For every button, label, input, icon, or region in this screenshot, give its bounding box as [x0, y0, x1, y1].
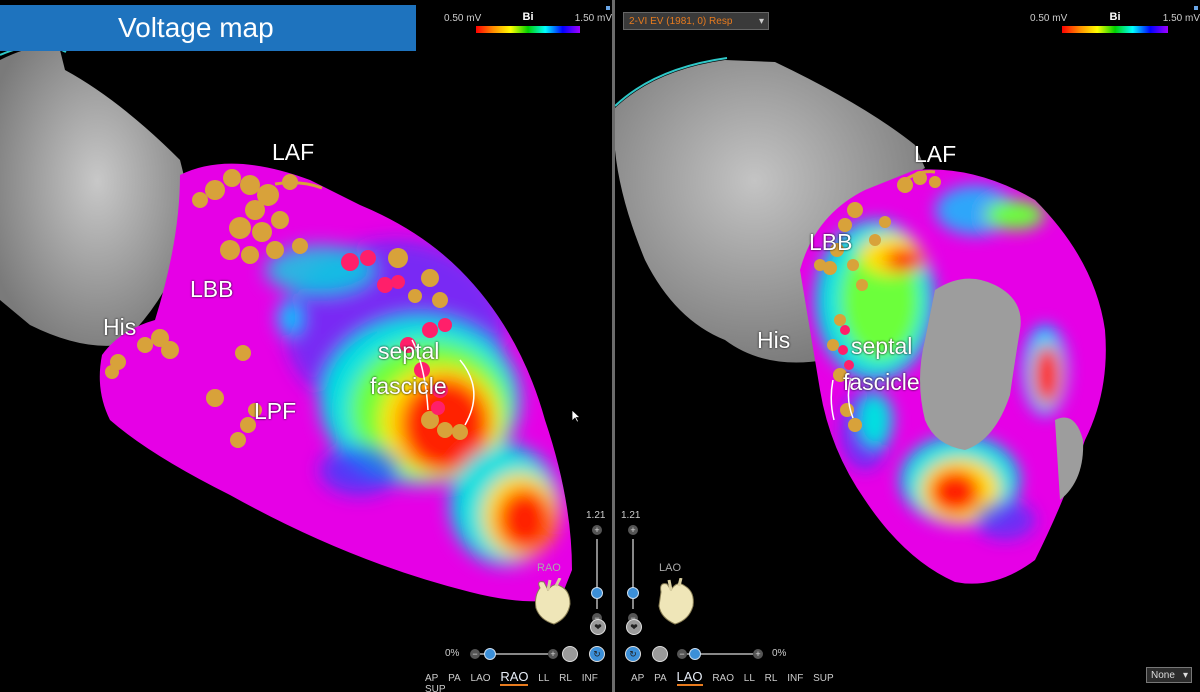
zoom-slider[interactable]: + −: [589, 525, 605, 625]
right-voltage-map-render: [615, 57, 1106, 584]
label-lbb: LBB: [190, 276, 234, 302]
transparency-percent: 0%: [445, 648, 460, 659]
label-his: His: [103, 314, 137, 340]
scale-min-label: 0.50 mV: [1030, 13, 1068, 24]
view-pa-button[interactable]: PA: [448, 673, 461, 684]
view-ll-button[interactable]: LL: [538, 673, 550, 684]
view-sup-button[interactable]: SUP: [813, 673, 834, 684]
transparency-percent: 0%: [772, 648, 787, 659]
rotate-view-button[interactable]: ↻: [589, 646, 605, 662]
reset-view-button[interactable]: ❤: [626, 619, 642, 635]
zoom-in-button[interactable]: +: [592, 525, 602, 535]
zoom-out-button[interactable]: −: [628, 613, 638, 623]
view-ap-button[interactable]: AP: [425, 673, 439, 684]
view-rl-button[interactable]: RL: [764, 673, 778, 684]
view-lao-button[interactable]: LAO: [470, 673, 491, 684]
right-map-viewport[interactable]: 2-VI EV (1981, 0) Resp ▾ 0.50 mV Bi 1.50…: [615, 0, 1200, 692]
chevron-down-icon: ▾: [758, 16, 764, 27]
scale-type-label: Bi: [522, 11, 534, 23]
view-sup-button[interactable]: SUP: [425, 684, 446, 692]
pane-resize-handle[interactable]: [606, 6, 610, 10]
sphere-render-button[interactable]: [652, 646, 668, 662]
pane-divider[interactable]: [612, 0, 615, 692]
display-mode-value: None: [1151, 670, 1175, 681]
view-selector: AP PA LAO RAO LL RL INF SUP: [631, 669, 841, 686]
transparency-slider-knob[interactable]: [689, 648, 701, 660]
view-inf-button[interactable]: INF: [787, 673, 804, 684]
label-laf: LAF: [914, 141, 957, 167]
transparency-increase-button[interactable]: +: [548, 649, 558, 659]
label-lbb: LBB: [809, 229, 853, 255]
zoom-value: 1.21: [586, 510, 606, 521]
heart-orientation-icon[interactable]: [653, 578, 699, 628]
zoom-out-button[interactable]: −: [592, 613, 602, 623]
zoom-value: 1.21: [621, 510, 641, 521]
view-inf-button[interactable]: INF: [581, 673, 598, 684]
transparency-slider[interactable]: − +: [470, 647, 558, 661]
color-gradient-bar: [1062, 26, 1168, 33]
view-rao-button[interactable]: RAO: [500, 669, 529, 686]
pane-resize-handle[interactable]: [1194, 6, 1198, 10]
view-rao-button[interactable]: RAO: [712, 673, 734, 684]
transparency-slider-knob[interactable]: [484, 648, 496, 660]
view-ap-button[interactable]: AP: [631, 673, 645, 684]
mouse-cursor-icon: [571, 409, 581, 423]
color-gradient-bar: [476, 26, 580, 33]
map-selector-dropdown[interactable]: 2-VI EV (1981, 0) Resp ▾: [623, 12, 769, 30]
map-selector-value: 2-VI EV (1981, 0) Resp: [629, 16, 733, 27]
transparency-increase-button[interactable]: +: [753, 649, 763, 659]
transparency-decrease-button[interactable]: −: [677, 649, 687, 659]
scale-max-label: 1.50 mV: [1162, 13, 1200, 24]
label-his: His: [757, 327, 791, 353]
scale-type-label: Bi: [1109, 11, 1121, 23]
chevron-down-icon: ▾: [1182, 670, 1188, 681]
view-selector: AP PA LAO RAO LL RL INF SUP: [425, 669, 612, 692]
label-septal: septal: [378, 338, 440, 364]
view-ll-button[interactable]: LL: [743, 673, 755, 684]
page-title: Voltage map: [0, 5, 416, 51]
label-laf: LAF: [272, 139, 315, 165]
transparency-slider[interactable]: − +: [677, 647, 763, 661]
orientation-label: RAO: [537, 562, 561, 574]
sphere-render-button[interactable]: [562, 646, 578, 662]
display-mode-select[interactable]: None ▾: [1146, 667, 1192, 683]
voltage-color-scale: 0.50 mV Bi 1.50 mV: [444, 10, 612, 40]
zoom-slider[interactable]: + −: [625, 525, 641, 625]
view-rl-button[interactable]: RL: [559, 673, 572, 684]
zoom-slider-knob[interactable]: [591, 587, 603, 599]
heart-orientation-icon[interactable]: [530, 578, 576, 628]
transparency-decrease-button[interactable]: −: [470, 649, 480, 659]
voltage-color-scale: 0.50 mV Bi 1.50 mV: [1030, 10, 1200, 40]
zoom-in-button[interactable]: +: [628, 525, 638, 535]
label-fascicle: fascicle: [843, 369, 920, 395]
reset-view-button[interactable]: ❤: [590, 619, 606, 635]
orientation-label: LAO: [659, 562, 682, 574]
zoom-slider-knob[interactable]: [627, 587, 639, 599]
rotate-view-button[interactable]: ↻: [625, 646, 641, 662]
view-lao-button[interactable]: LAO: [676, 669, 703, 686]
view-pa-button[interactable]: PA: [654, 673, 667, 684]
label-septal: septal: [851, 333, 913, 359]
left-map-viewport[interactable]: Voltage map 0.50 mV Bi 1.50 mV LAF LBB H…: [0, 0, 612, 692]
label-fascicle: fascicle: [370, 373, 447, 399]
scale-min-label: 0.50 mV: [444, 13, 482, 24]
label-lpf: LPF: [254, 398, 297, 424]
left-voltage-map-render: [0, 44, 572, 602]
scale-max-label: 1.50 mV: [574, 13, 612, 24]
